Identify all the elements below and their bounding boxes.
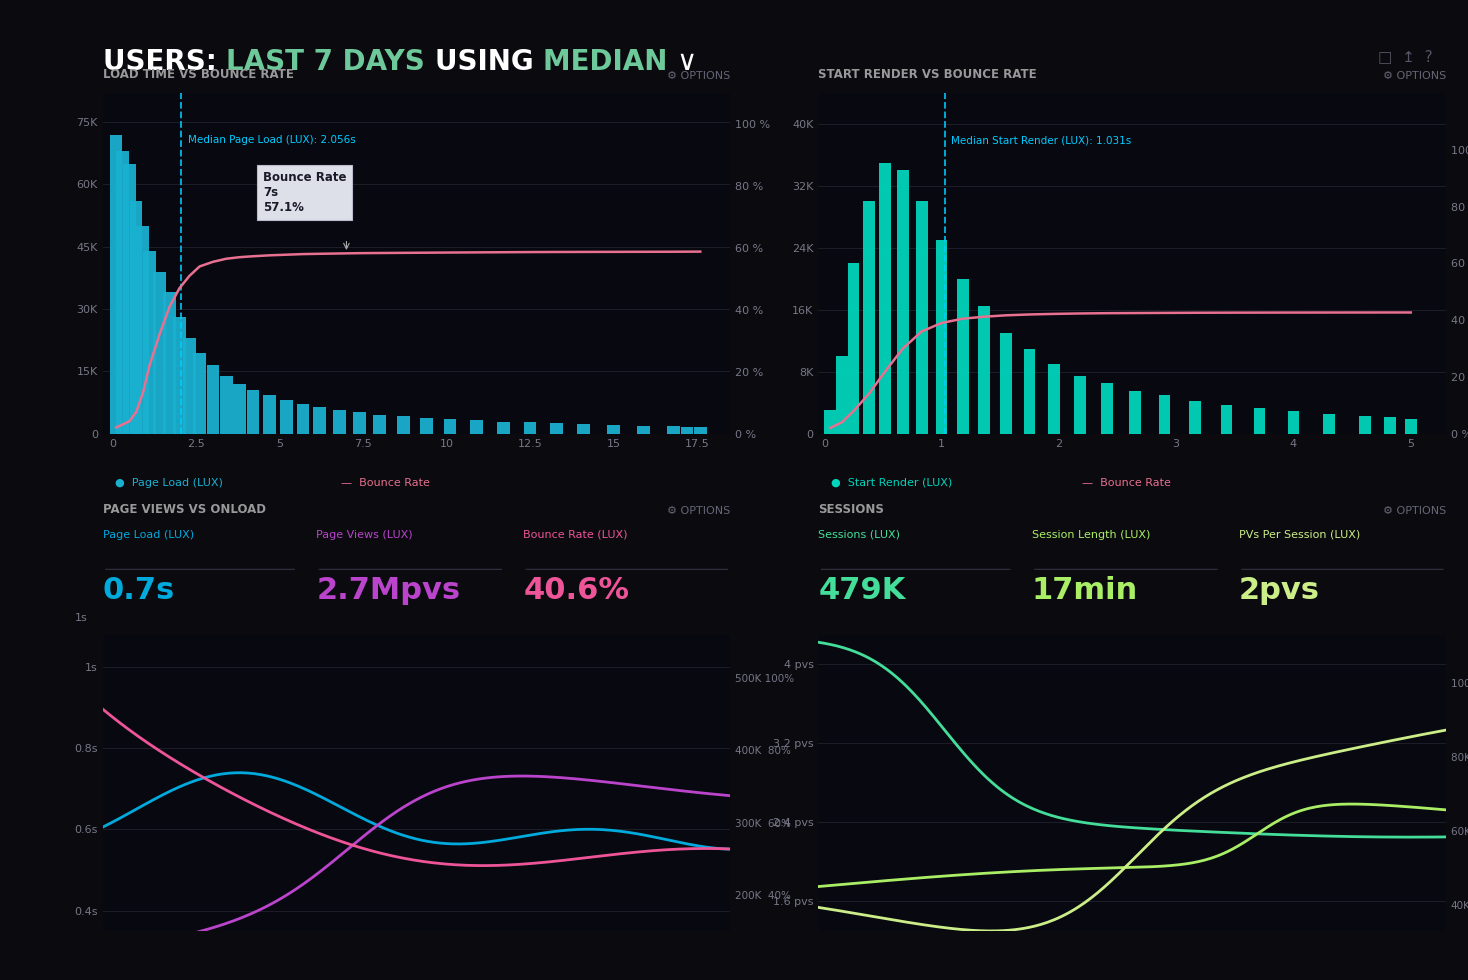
Bar (233, 384, 247, 433)
Bar (847, 264, 859, 433)
Bar (123, 164, 137, 433)
Bar (1048, 364, 1060, 433)
Text: SESSIONS: SESSIONS (818, 503, 884, 515)
Text: Median Start Render (LUX): 1.031s: Median Start Render (LUX): 1.031s (951, 135, 1132, 146)
Text: 2.7Mpvs: 2.7Mpvs (316, 576, 461, 605)
Text: PVs Per Session (LUX): PVs Per Session (LUX) (1239, 529, 1361, 540)
Text: PAGE VIEWS VS ONLOAD: PAGE VIEWS VS ONLOAD (103, 503, 266, 515)
Bar (420, 417, 433, 433)
Bar (1000, 333, 1011, 433)
Bar (144, 251, 156, 433)
Bar (313, 407, 326, 433)
Text: ●  Start Render (LUX): ● Start Render (LUX) (831, 478, 953, 488)
Bar (280, 400, 292, 433)
Bar (897, 171, 909, 433)
Text: MEDIAN: MEDIAN (543, 48, 677, 75)
Bar (1158, 395, 1170, 433)
Bar (1023, 349, 1035, 433)
Bar (1359, 416, 1371, 433)
Text: ∨: ∨ (677, 48, 697, 75)
Text: —  Bounce Rate: — Bounce Rate (341, 478, 430, 488)
Text: ⚙ OPTIONS: ⚙ OPTIONS (1383, 506, 1446, 515)
Text: Bounce Rate (LUX): Bounce Rate (LUX) (523, 529, 628, 540)
Bar (577, 424, 590, 433)
Text: 40.6%: 40.6% (523, 576, 630, 605)
Bar (129, 201, 142, 433)
Bar (863, 202, 875, 433)
Bar (207, 366, 219, 433)
Bar (681, 426, 693, 433)
Text: ●  Page Load (LUX): ● Page Load (LUX) (116, 478, 223, 488)
Bar (1254, 408, 1265, 433)
Bar (1323, 414, 1334, 433)
Text: Bounce Rate
7s
57.1%: Bounce Rate 7s 57.1% (263, 171, 346, 214)
Bar (333, 410, 346, 433)
Text: ⚙ OPTIONS: ⚙ OPTIONS (1383, 72, 1446, 81)
Bar (1101, 383, 1113, 433)
Text: —  Bounce Rate: — Bounce Rate (1082, 478, 1171, 488)
Text: 479K: 479K (818, 576, 906, 605)
Bar (550, 423, 564, 433)
Bar (935, 240, 947, 433)
Bar (396, 416, 410, 433)
Bar (116, 151, 129, 433)
Bar (957, 279, 969, 433)
Bar (263, 396, 276, 433)
Bar (835, 357, 847, 433)
Bar (137, 226, 150, 433)
Text: 1s: 1s (75, 612, 87, 622)
Bar (1129, 391, 1141, 433)
Bar (916, 202, 928, 433)
Bar (1221, 405, 1233, 433)
Text: ⚙ OPTIONS: ⚙ OPTIONS (666, 506, 730, 515)
Text: 0.7s: 0.7s (103, 576, 175, 605)
Bar (110, 134, 122, 433)
Text: Sessions (LUX): Sessions (LUX) (818, 529, 900, 540)
Text: 17min: 17min (1032, 576, 1138, 605)
Text: Session Length (LUX): Session Length (LUX) (1032, 529, 1149, 540)
Bar (498, 421, 509, 433)
Bar (184, 338, 195, 433)
Bar (1405, 418, 1417, 433)
Bar (694, 427, 706, 433)
Bar (443, 419, 457, 433)
Bar (978, 306, 989, 433)
Bar (354, 413, 366, 433)
Text: Page Views (LUX): Page Views (LUX) (316, 529, 413, 540)
Bar (637, 425, 650, 433)
Bar (173, 318, 186, 433)
Text: 2pvs: 2pvs (1239, 576, 1320, 605)
Text: USING: USING (435, 48, 543, 75)
Bar (608, 425, 619, 433)
Text: □  ↥  ?: □ ↥ ? (1378, 49, 1433, 64)
Bar (879, 163, 891, 433)
Text: Median Page Load (LUX): 2.056s: Median Page Load (LUX): 2.056s (188, 134, 355, 145)
Bar (668, 426, 680, 433)
Text: ⚙ OPTIONS: ⚙ OPTIONS (666, 72, 730, 81)
Bar (247, 390, 260, 433)
Bar (1384, 417, 1396, 433)
Bar (1287, 412, 1299, 433)
Text: Page Load (LUX): Page Load (LUX) (103, 529, 194, 540)
Bar (1075, 375, 1086, 433)
Bar (153, 271, 166, 433)
Bar (194, 353, 206, 433)
Bar (220, 375, 232, 433)
Bar (297, 404, 310, 433)
Bar (1189, 401, 1201, 433)
Text: START RENDER VS BOUNCE RATE: START RENDER VS BOUNCE RATE (818, 69, 1036, 81)
Text: LAST 7 DAYS: LAST 7 DAYS (226, 48, 435, 75)
Text: USERS:: USERS: (103, 48, 226, 75)
Bar (373, 415, 386, 433)
Bar (163, 292, 176, 433)
Bar (824, 411, 835, 433)
Text: LOAD TIME VS BOUNCE RATE: LOAD TIME VS BOUNCE RATE (103, 69, 294, 81)
Bar (524, 422, 536, 433)
Bar (470, 420, 483, 433)
